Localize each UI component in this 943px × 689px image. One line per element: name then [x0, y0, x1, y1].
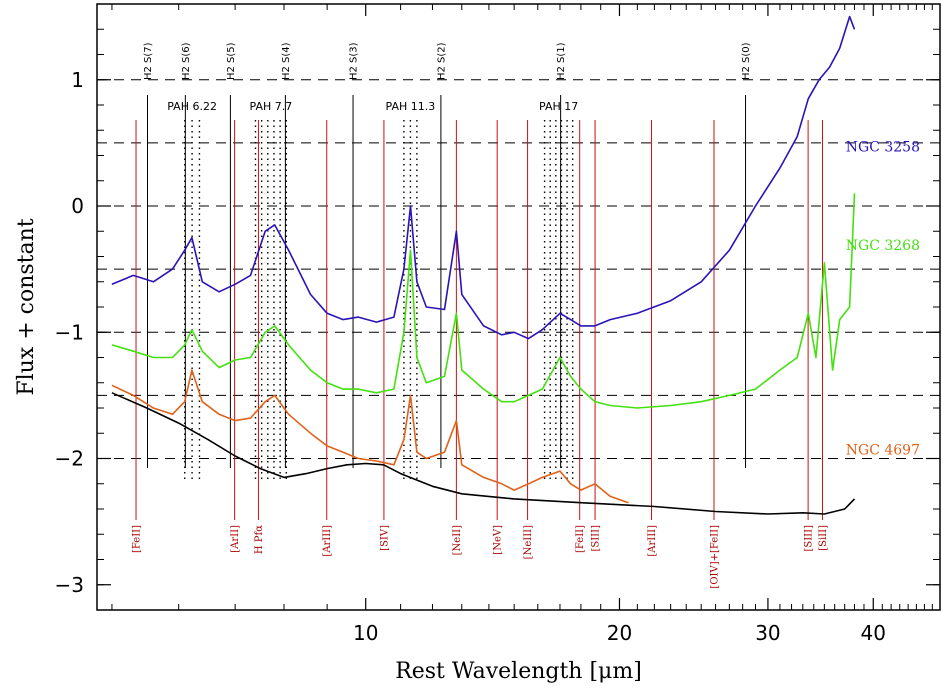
spectrum-line [111, 392, 856, 515]
h2-lines: H2 S(7) H2 S(6) H2 S(5) H2 S(4) H2 S(3) H2 S(… [143, 42, 752, 468]
y-tick-label: −2 [55, 447, 84, 471]
h2-label: H2 S(2) [436, 42, 447, 80]
h2-label: H2 S(1) [556, 42, 567, 80]
ion-label: H Pfα [254, 525, 265, 554]
ion-label: [SIII] [591, 525, 602, 552]
ion-label: [OIV]+[FeII] [709, 525, 720, 589]
dashed-reference-lines [97, 79, 940, 459]
spectrum-line [111, 15, 856, 340]
h2-label: H2 S(3) [349, 42, 360, 80]
ion-label: [FeII] [132, 525, 143, 553]
ion-label: [FeII] [575, 525, 586, 553]
ion-label: [NeV] [493, 525, 504, 555]
ion-label: [ArIII] [322, 525, 333, 557]
ion-label: [ArII] [230, 525, 241, 553]
y-tick-label: −3 [55, 573, 84, 597]
ion-label: [SIV] [379, 525, 390, 551]
pah-label: PAH 17 [539, 100, 578, 113]
pah-feature-regions: PAH 6.22 PAH 7.7 PAH 11.3 PAH 17 [167, 100, 578, 480]
x-axis-title: Rest Wavelength [μm] [395, 659, 642, 684]
pah-label: PAH 7.7 [250, 100, 293, 113]
x-tick-label: 20 [607, 621, 632, 645]
y-tick-label: 0 [71, 194, 84, 218]
axis-ticks [97, 3, 941, 611]
ion-label: [SiII] [818, 525, 829, 551]
ion-lines: [FeII] [ArII] H Pfα [ArIII] [SIV] [NeII] [NeV]… [132, 120, 829, 589]
ion-label: [SIII] [804, 525, 815, 552]
series-labels: NGC 3258 NGC 3268 NGC 4697 [846, 140, 920, 459]
y-tick-label: −1 [55, 320, 84, 344]
pah-label: PAH 6.22 [167, 100, 217, 113]
h2-label: H2 S(7) [143, 42, 154, 80]
h2-label: H2 S(5) [226, 42, 237, 80]
spectra-series [111, 15, 856, 515]
y-axis-title: Flux + constant [14, 218, 39, 395]
ion-label: [NeIII] [523, 525, 534, 559]
plot-frame [96, 3, 941, 611]
pah-label: PAH 11.3 [386, 100, 436, 113]
y-tick-label: 1 [71, 68, 84, 92]
x-tick-label: 40 [861, 621, 886, 645]
h2-label: H2 S(6) [181, 42, 192, 80]
ion-label: [NeII] [452, 525, 463, 555]
x-tick-label: 10 [353, 621, 378, 645]
series-label: NGC 3268 [846, 238, 920, 254]
spectrum-line [111, 369, 629, 504]
x-tick-label: 30 [755, 621, 780, 645]
h2-label: H2 S(0) [741, 42, 752, 80]
series-label: NGC 4697 [846, 443, 920, 459]
ion-label: [ArIII] [647, 525, 658, 557]
series-label: NGC 3258 [846, 140, 920, 156]
h2-label: H2 S(4) [281, 42, 292, 80]
spectrum-line [111, 193, 856, 409]
